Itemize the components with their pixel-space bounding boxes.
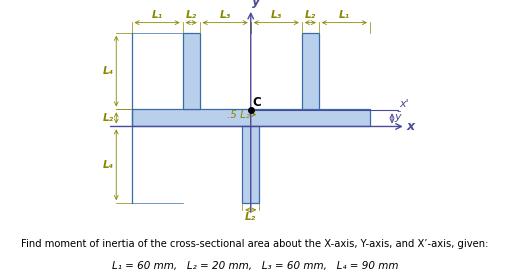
Text: L₂: L₂ bbox=[304, 10, 315, 20]
Text: L₄: L₄ bbox=[103, 66, 114, 76]
Text: Find moment of inertia of the cross-sectional area about the X-axis, Y-axis, and: Find moment of inertia of the cross-sect… bbox=[21, 239, 488, 249]
Text: L₃: L₃ bbox=[219, 10, 230, 20]
Text: x': x' bbox=[398, 99, 408, 109]
Text: L₂: L₂ bbox=[245, 212, 256, 222]
Bar bbox=[301, 33, 318, 109]
Bar bbox=[182, 33, 200, 109]
Text: L₁: L₁ bbox=[151, 10, 162, 20]
Text: L₁: L₁ bbox=[338, 10, 349, 20]
Text: .5 L₂: .5 L₂ bbox=[227, 109, 249, 120]
Text: L₄: L₄ bbox=[103, 160, 114, 170]
Text: C: C bbox=[252, 96, 261, 109]
Text: L₃: L₃ bbox=[270, 10, 281, 20]
Text: L₂: L₂ bbox=[103, 113, 114, 123]
Text: L₁ = 60 mm,   L₂ = 20 mm,   L₃ = 60 mm,   L₄ = 90 mm: L₁ = 60 mm, L₂ = 20 mm, L₃ = 60 mm, L₄ =… bbox=[111, 261, 398, 271]
Bar bbox=[131, 109, 369, 127]
Text: x: x bbox=[406, 120, 414, 133]
Text: y: y bbox=[251, 0, 260, 8]
Text: $\bar{y}$: $\bar{y}$ bbox=[393, 111, 402, 125]
Bar bbox=[242, 127, 259, 203]
Text: L₂: L₂ bbox=[185, 10, 196, 20]
